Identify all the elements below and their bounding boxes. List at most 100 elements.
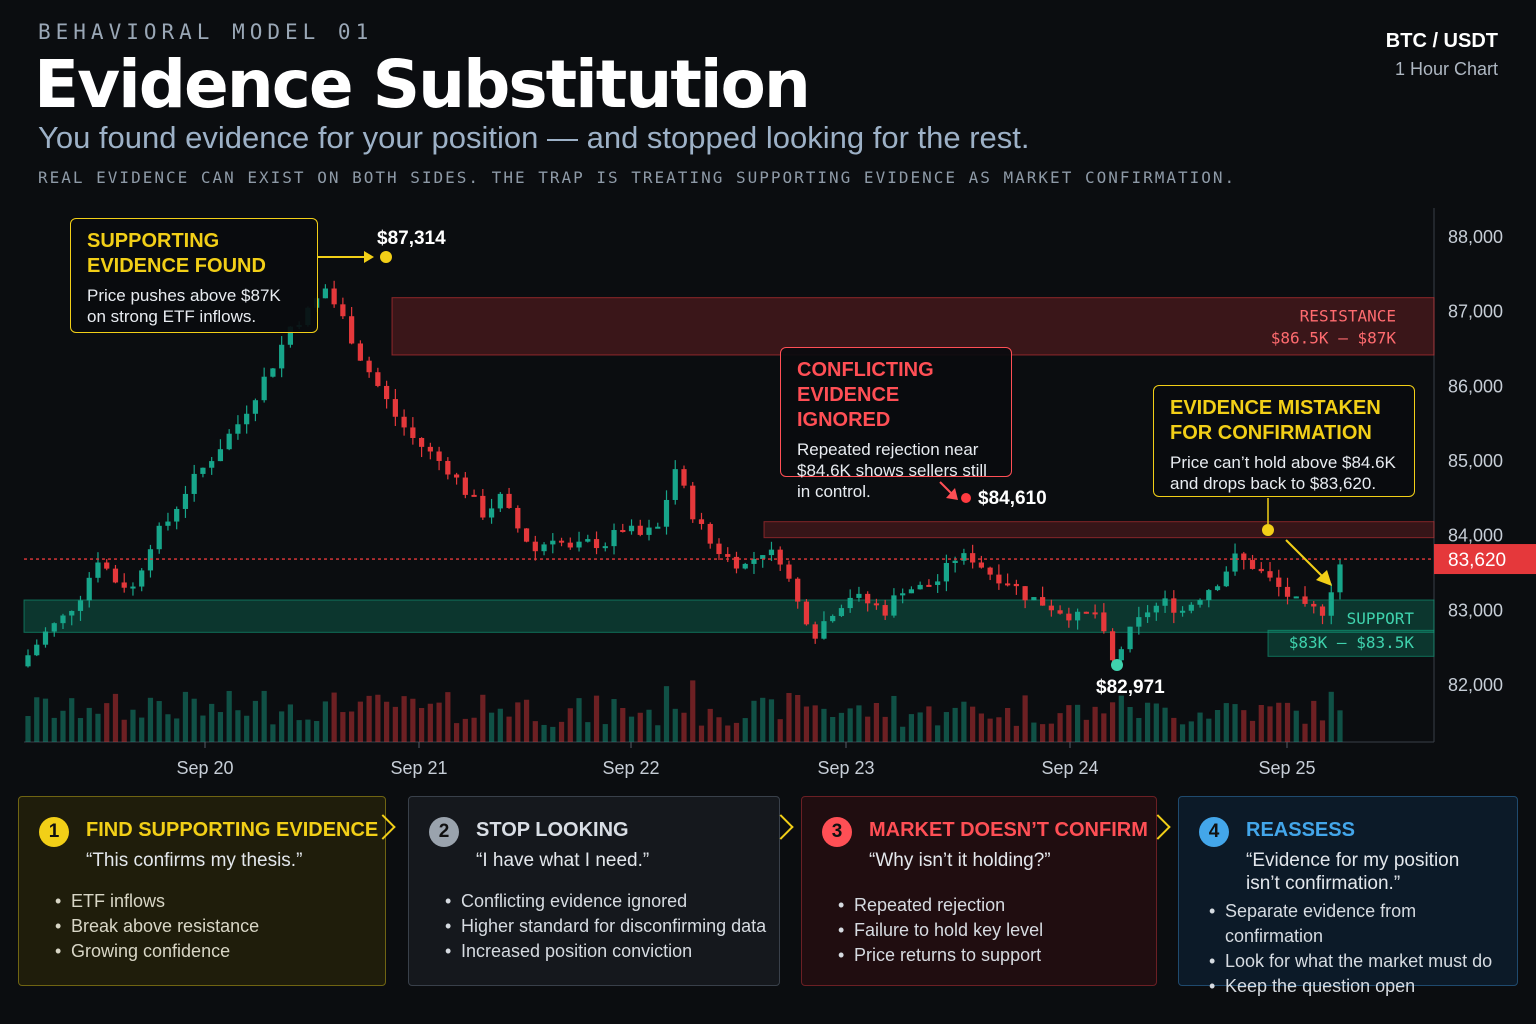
volume-bar — [1066, 705, 1072, 742]
candle-body — [1276, 577, 1282, 587]
candle-body — [401, 416, 407, 428]
candle-body — [69, 610, 75, 616]
volume-bar — [996, 717, 1002, 742]
candle-body — [165, 521, 171, 526]
volume-bar — [602, 724, 608, 742]
page-title: Evidence Substitution — [34, 46, 811, 123]
candle-body — [42, 631, 49, 645]
candle-body — [1118, 649, 1124, 661]
candle-body — [873, 603, 880, 606]
candle-body — [34, 644, 40, 656]
volume-bar — [261, 690, 267, 742]
candle-body — [1101, 612, 1107, 632]
candle-body — [1206, 590, 1212, 601]
volume-bar — [104, 703, 110, 742]
x-tick-label: Sep 21 — [390, 758, 447, 778]
volume-bar — [279, 711, 285, 742]
candle-body — [1293, 596, 1299, 599]
candle-body — [1188, 604, 1194, 611]
low-price-label: $82,971 — [1096, 677, 1165, 698]
resistance-range: $86.5K – $87K — [1271, 329, 1397, 348]
candle-body — [550, 540, 556, 545]
volume-bar — [987, 718, 993, 742]
callout-title: SUPPORTING EVIDENCE FOUND — [87, 230, 266, 277]
candle-body — [803, 601, 810, 625]
volume-bar — [698, 725, 705, 742]
candle-body — [1127, 626, 1133, 650]
candle-body — [1267, 571, 1273, 578]
callout-conflicting: CONFLICTING EVIDENCE IGNORED Repeated re… — [780, 347, 1012, 501]
step-1: 1 FIND SUPPORTING EVIDENCE “This confirm… — [18, 796, 386, 986]
candle-body — [497, 493, 503, 509]
candle-body — [891, 595, 897, 616]
candle-body — [340, 304, 346, 317]
candle-body — [935, 581, 941, 585]
candle-body — [926, 584, 932, 587]
y-tick-label: 83,000 — [1448, 600, 1503, 620]
y-tick-label: 88,000 — [1448, 227, 1503, 247]
volume-bar — [716, 717, 722, 742]
step-bullets: Repeated rejection Failure to hold key l… — [832, 893, 1043, 968]
candle-body — [1066, 613, 1072, 621]
candle-body — [1144, 612, 1151, 618]
x-tick-label: Sep 22 — [602, 758, 659, 778]
candle-body — [1258, 568, 1264, 572]
volume-bar — [436, 702, 442, 742]
volume-bar — [935, 725, 941, 742]
list-item: ETF inflows — [55, 889, 259, 914]
candle-body — [1074, 611, 1081, 621]
list-item: Repeated rejection — [838, 893, 1043, 918]
volume-bar — [1005, 707, 1011, 742]
volume-bar — [1074, 704, 1081, 742]
candle-body — [1328, 592, 1334, 616]
candlestick-chart: RESISTANCE $86.5K – $87K SUPPORT $83K – $83… — [23, 208, 1536, 778]
candle-body — [471, 494, 477, 497]
candle-body — [628, 525, 635, 532]
volume-bar — [742, 718, 748, 742]
volume-bar — [637, 712, 643, 742]
volume-bar — [1040, 724, 1046, 742]
volume-bar — [401, 696, 407, 742]
volume-bar — [760, 697, 766, 742]
volume-bar — [1179, 724, 1186, 742]
candle-body — [174, 508, 180, 522]
candle-body — [1319, 606, 1326, 616]
volume-bar — [593, 695, 600, 742]
step-quote: “Evidence for my position isn’t confirma… — [1246, 850, 1460, 894]
peak-marker — [380, 251, 392, 263]
candle-body — [1031, 597, 1037, 601]
candle-body — [1284, 586, 1291, 597]
candle-body — [384, 385, 390, 400]
current-price-tag — [1434, 544, 1536, 575]
x-tick-label: Sep 23 — [817, 758, 874, 778]
volume-bar — [191, 698, 197, 742]
candle-body — [392, 399, 398, 417]
callout-title: CONFLICTING EVIDENCE IGNORED — [797, 359, 934, 431]
candle-body — [1179, 610, 1186, 613]
candle-body — [261, 376, 267, 401]
volume-bar — [628, 716, 635, 742]
arrow-down-icon — [946, 488, 958, 500]
volume-bar — [217, 712, 224, 742]
candle-body — [698, 519, 705, 524]
volume-bar — [882, 716, 888, 742]
volume-bar — [1206, 718, 1212, 742]
candle-body — [978, 562, 984, 568]
volume-bar — [453, 723, 460, 742]
volume-bar — [1311, 700, 1317, 742]
volume-bar — [812, 705, 818, 742]
volume-bar — [1092, 706, 1098, 742]
volume-bar — [156, 701, 162, 742]
pair-symbol: BTC / USDT — [1385, 30, 1498, 52]
candle-body — [593, 539, 600, 549]
volume-bar — [856, 705, 862, 742]
volume-bar — [427, 703, 433, 742]
candle-body — [1040, 597, 1046, 606]
candle-body — [541, 544, 547, 552]
volume-bar — [585, 722, 591, 742]
list-item: Keep the question open — [1209, 974, 1517, 999]
candle-body — [51, 623, 57, 632]
volume-bar — [462, 718, 468, 742]
candle-body — [1083, 611, 1089, 614]
candle-body — [322, 288, 328, 299]
